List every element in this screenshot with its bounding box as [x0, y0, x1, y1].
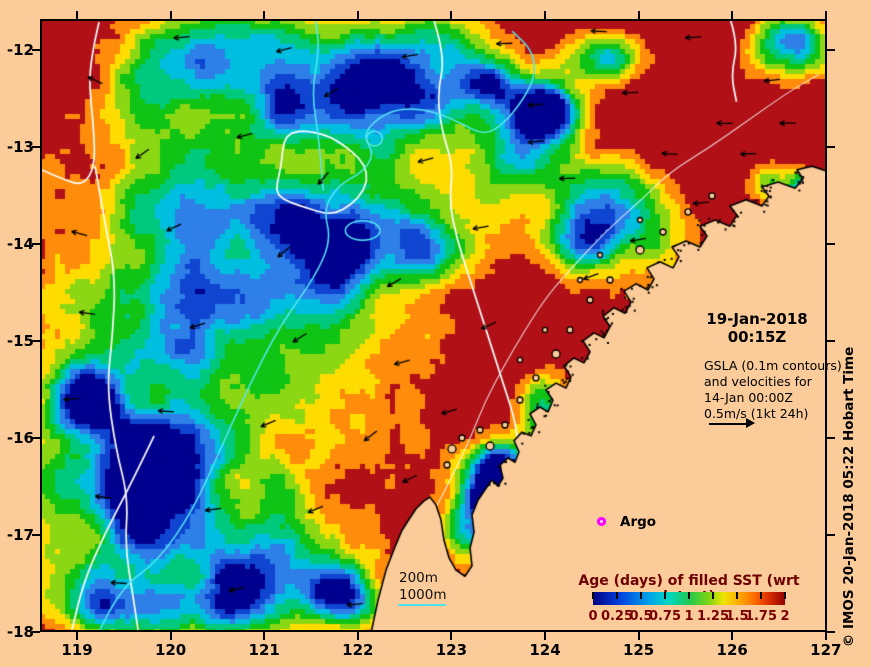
bathy-200m-label: 200m: [399, 570, 438, 586]
axis-tick: [731, 632, 734, 640]
velocity-scale-arrowhead: [746, 418, 755, 428]
axis-tick: [32, 146, 40, 148]
gsla-note-line: 0.5m/s (1kt 24h): [704, 406, 809, 421]
argo-float-marker: [597, 517, 606, 526]
valid-datetime-line2: 00:15Z: [727, 328, 787, 346]
x-axis-tick-label: 123: [435, 641, 468, 659]
x-axis-tick-label: 119: [61, 641, 93, 659]
axis-tick: [32, 534, 40, 536]
x-axis-tick-label: 122: [342, 641, 374, 659]
axis-tick: [32, 437, 40, 439]
valid-datetime-line1: 19-Jan-2018: [706, 310, 808, 328]
axis-tick: [637, 632, 640, 640]
gsla-note-line: GSLA (0.1m contours): [704, 358, 842, 373]
imos-credit-text: © IMOS 20-Jan-2018 05:22 Hobart Time: [841, 346, 857, 648]
y-axis-tick-label: -14: [6, 235, 34, 253]
axis-tick: [637, 11, 640, 19]
colorbar-tick: [760, 592, 762, 599]
colorbar-tick: [664, 592, 666, 599]
colorbar-tick: [592, 592, 594, 599]
axis-tick: [32, 340, 40, 342]
colorbar-gradient: [592, 592, 786, 605]
x-axis-tick-label: 120: [154, 641, 187, 659]
axis-tick: [827, 243, 835, 245]
y-axis-tick-label: -13: [6, 138, 34, 156]
x-axis-tick-label: 125: [622, 641, 655, 659]
x-axis-tick-label: 126: [716, 641, 748, 659]
y-axis-tick-label: -18: [6, 623, 34, 641]
y-axis-tick-label: -16: [6, 429, 34, 447]
colorbar-tick: [616, 592, 618, 599]
axis-tick: [450, 11, 453, 19]
axis-tick: [169, 632, 172, 640]
x-axis-tick-label: 121: [248, 641, 280, 659]
axis-tick: [824, 632, 827, 640]
velocity-scale-arrow: [709, 423, 749, 425]
axis-tick: [824, 11, 827, 19]
gsla-note-line: 14-Jan 00:00Z: [704, 390, 793, 405]
colorbar-tick: [640, 592, 642, 599]
gsla-note-block: GSLA (0.1m contours) and velocities for 14…: [704, 358, 842, 422]
axis-tick: [32, 631, 40, 633]
axis-tick: [731, 11, 734, 19]
bathy-1000m-label: 1000m: [399, 587, 447, 603]
y-axis-tick-label: -15: [6, 332, 34, 350]
colorbar-tick: [784, 592, 786, 599]
axis-tick: [76, 11, 78, 19]
sst-age-raster-map: [40, 19, 827, 632]
axis-tick: [827, 146, 835, 148]
gsla-note-line: and velocities for: [704, 374, 812, 389]
y-axis-tick-label: -17: [6, 526, 34, 544]
axis-tick: [544, 632, 546, 640]
colorbar-tick-label: 2: [780, 609, 790, 624]
colorbar-tick-label: 1: [684, 609, 694, 624]
colorbar-tick-label: 0: [588, 609, 598, 624]
axis-tick: [32, 243, 40, 245]
axis-tick: [263, 11, 266, 19]
axis-tick: [32, 49, 40, 51]
colorbar-tick-label: 0.5: [629, 609, 653, 624]
axis-tick: [450, 632, 453, 640]
axis-tick: [827, 49, 835, 51]
colorbar-tick-label: 1.25: [696, 609, 730, 624]
x-axis-tick-label: 127: [810, 641, 842, 659]
colorbar-tick-label: 0.75: [648, 609, 682, 624]
colorbar-tick: [712, 592, 714, 599]
axis-tick: [544, 11, 546, 19]
colorbar-tick: [688, 592, 690, 599]
axis-tick: [356, 11, 359, 19]
argo-label: Argo: [620, 514, 657, 530]
axis-tick: [827, 437, 835, 439]
bathy-1000m-line-sample: [398, 604, 446, 606]
colorbar-tick-label: 1.75: [744, 609, 778, 624]
axis-tick: [827, 340, 835, 342]
axis-tick: [76, 632, 78, 640]
axis-tick: [169, 11, 172, 19]
axis-tick: [263, 632, 266, 640]
axis-tick: [827, 631, 835, 633]
y-axis-tick-label: -12: [6, 41, 34, 59]
colorbar-tick-label: 1.5: [725, 609, 749, 624]
axis-tick: [356, 632, 359, 640]
colorbar-tick: [736, 592, 738, 599]
x-axis-tick-label: 124: [529, 641, 561, 659]
axis-tick: [827, 534, 835, 536]
colorbar-tick-label: 0.25: [600, 609, 634, 624]
